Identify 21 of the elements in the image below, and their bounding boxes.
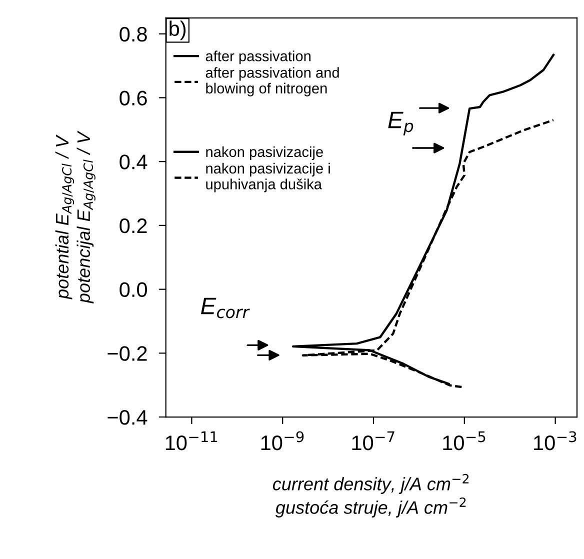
x-tick-label: 10$^{−11}$ xyxy=(166,431,218,450)
x-tick-label: 10$^{−3}$ xyxy=(534,431,576,450)
annotation: E$_{corr}$ xyxy=(200,298,250,318)
y-tick-label: 0.2 xyxy=(120,218,147,234)
y-tick-label: 0.6 xyxy=(120,90,147,106)
annotation: nakon pasivizacije i upuhivanja dušika xyxy=(206,162,330,192)
y-tick-label: 0.4 xyxy=(120,154,148,170)
chart-title: b) xyxy=(170,20,186,40)
y-tick-label: 0.8 xyxy=(120,26,147,42)
y-tick-label: −0.2 xyxy=(108,346,147,361)
legend-label: after passivation xyxy=(206,50,310,64)
annotation: E$_{p}$ xyxy=(388,112,414,136)
x-tick-label: 10$^{−9}$ xyxy=(261,431,304,450)
legend-label: after passivation and blowing of nitrogen xyxy=(206,67,339,96)
text: current density, j/A cm$^{−2}$ gustoća struje, j/A cm$^{−2}$ xyxy=(272,474,469,518)
text: potential E$_{Ag/AgCl}$ / V potencijal E$_{Ag/AgCl}$ / V xyxy=(55,130,96,304)
y-tick-label: 0.0 xyxy=(120,282,147,298)
x-tick-label: 10$^{−7}$ xyxy=(352,431,394,450)
x-tick-label: 10$^{−5}$ xyxy=(443,431,486,450)
annotation: nakon pasivizacije xyxy=(206,146,323,160)
y-tick-label: −0.4 xyxy=(108,410,148,425)
